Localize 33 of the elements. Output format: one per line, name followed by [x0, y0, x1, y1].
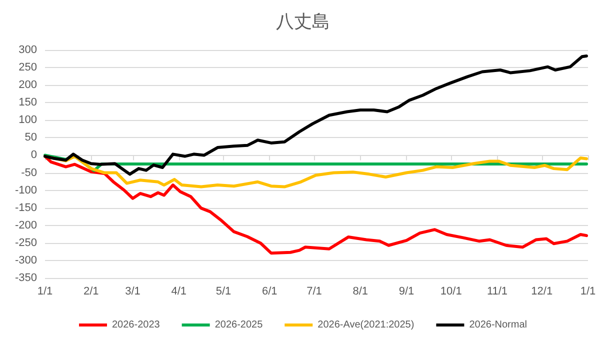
- y-tick-label: -300: [14, 254, 37, 266]
- y-tick-label: 300: [18, 44, 37, 56]
- legend-label: 2026-Normal: [469, 320, 528, 330]
- legend-label: 2026-Ave(2021:2025): [318, 320, 414, 330]
- y-tick-label: -350: [14, 272, 37, 284]
- y-tick-label: 50: [24, 132, 37, 144]
- x-tick-label: 1/1: [37, 286, 53, 298]
- y-tick-label: -250: [14, 236, 37, 249]
- y-tick-label: 150: [18, 96, 37, 109]
- x-tick-label: 3/1: [125, 286, 140, 298]
- legend-label: 2026-2025: [214, 320, 264, 330]
- x-tick-label: 7/1: [306, 286, 322, 298]
- x-tick-label: 9/1: [398, 286, 414, 298]
- x-tick-label: 5/1: [216, 286, 232, 298]
- x-tick-label: 1/1: [580, 286, 596, 298]
- x-tick-label: 8/1: [352, 286, 368, 298]
- y-tick-label: -100: [14, 184, 37, 196]
- y-tick-label: 0: [30, 149, 37, 162]
- line-series: [44, 54, 588, 176]
- y-tick-label: 100: [18, 114, 37, 126]
- y-tick-label: -200: [14, 219, 37, 232]
- x-tick-label: 11/1: [486, 286, 508, 298]
- x-tick-label: 10/1: [440, 286, 462, 298]
- y-tick-label: 250: [18, 62, 37, 74]
- y-tick-label: -50: [21, 166, 37, 179]
- x-tick-label: 12/1: [531, 286, 553, 298]
- x-tick-label: 6/1: [262, 286, 278, 298]
- y-tick-label: -150: [14, 202, 37, 214]
- chart-title: 八丈島: [276, 12, 330, 32]
- x-tick-label: 2/1: [83, 286, 99, 298]
- legend-label: 2026-2023: [112, 320, 160, 330]
- x-tick-label: 4/1: [171, 286, 187, 298]
- y-tick-label: 200: [18, 79, 37, 92]
